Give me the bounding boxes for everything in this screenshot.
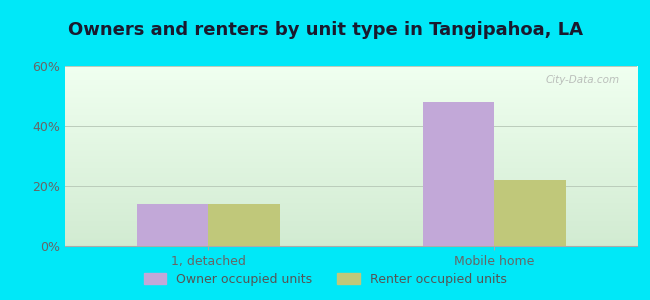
Bar	[208, 204, 280, 246]
Text: Owners and renters by unit type in Tangipahoa, LA: Owners and renters by unit type in Tangi…	[68, 21, 582, 39]
Legend: Owner occupied units, Renter occupied units: Owner occupied units, Renter occupied un…	[138, 268, 512, 291]
Bar	[136, 204, 208, 246]
Text: City-Data.com: City-Data.com	[546, 75, 620, 85]
Bar	[422, 102, 494, 246]
Bar	[494, 180, 566, 246]
